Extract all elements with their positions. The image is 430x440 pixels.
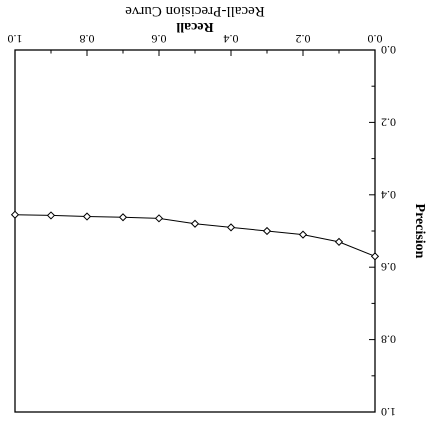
x-tick-label: 0.6 — [152, 32, 167, 46]
data-point-marker — [190, 219, 200, 228]
data-point-marker — [262, 226, 272, 236]
data-point-marker — [118, 213, 128, 222]
y-tick-label: 0.6 — [381, 260, 396, 274]
y-tick-label: 0.8 — [381, 333, 396, 347]
y-tick-label: 0.0 — [381, 43, 396, 57]
axis-ticks: 0.0 0.2 0.4 0.6 0.8 1.0 0.0 0.2 0.4 0.6 0.8 1.0 — [8, 32, 397, 419]
plot-area-frame — [14, 49, 376, 413]
data-point-marker — [82, 212, 92, 221]
x-axis-label: Recall — [176, 19, 213, 34]
y-tick-label: 0.4 — [381, 188, 396, 202]
data-point-marker — [226, 223, 236, 232]
data-point-marker — [370, 252, 380, 261]
x-tick-label: 0.4 — [224, 32, 239, 46]
x-tick-label: 0.2 — [296, 32, 311, 46]
x-tick-label: 0.8 — [80, 32, 95, 46]
data-point-marker — [46, 211, 56, 220]
y-axis-label: Precision — [412, 204, 427, 259]
data-point-marker — [10, 210, 20, 219]
data-point-marker — [334, 237, 344, 246]
y-tick-label: 1.0 — [381, 405, 396, 419]
data-point-marker — [298, 230, 308, 239]
data-series — [10, 210, 380, 261]
chart-title: Recall-Precision Curve — [125, 3, 265, 19]
y-tick-label: 0.2 — [381, 115, 396, 129]
data-point-marker — [154, 214, 164, 223]
x-tick-label: 1.0 — [8, 32, 23, 46]
x-tick-label: 0.0 — [368, 32, 383, 46]
